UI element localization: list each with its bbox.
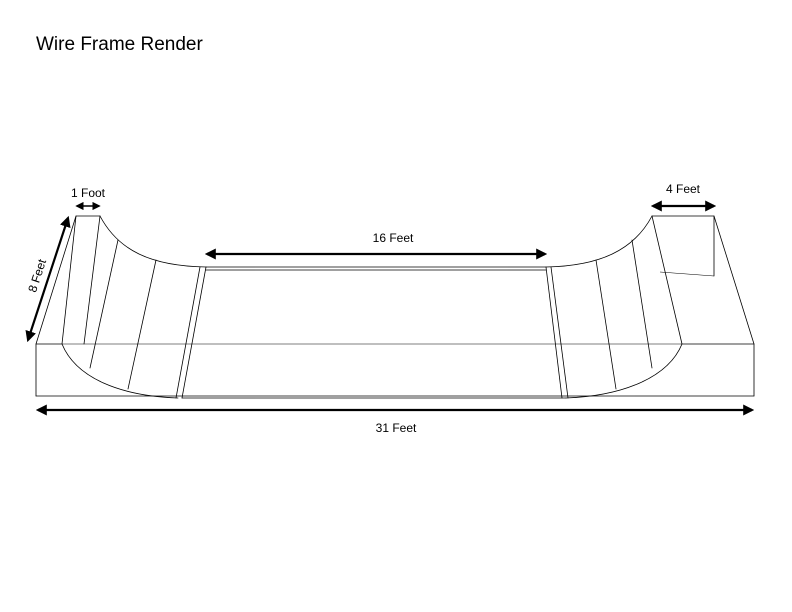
right-deck-front-vertical (651, 215, 683, 345)
deck-width-label: 1 Foot (71, 186, 106, 200)
ramp-depth-arrow (25, 215, 71, 343)
right-slat-3 (595, 259, 617, 390)
platform-label: 4 Feet (666, 182, 701, 196)
right-slat-2 (550, 266, 569, 399)
left-transition-front-curve (61, 343, 179, 399)
left-slat-3 (175, 266, 201, 399)
left-slat-1 (89, 239, 119, 369)
page-title: Wire Frame Render (36, 34, 203, 55)
left-slat-4 (181, 266, 207, 399)
half-pipe-ramp (35, 215, 755, 399)
right-slat-1 (545, 266, 563, 399)
right-transition-back-curve (545, 215, 653, 268)
left-transition-back-curve (99, 215, 207, 268)
total-length-label: 31 Feet (376, 421, 417, 435)
right-end-outline (651, 215, 755, 397)
left-end-outline (35, 215, 101, 397)
left-slat-2 (127, 259, 157, 390)
left-deck-back-vertical (61, 215, 77, 345)
right-transition-front-curve (565, 343, 683, 399)
right-deck-hidden-edge (659, 271, 715, 277)
flat-bottom-label: 16 Feet (373, 231, 414, 245)
dimension-annotations: 1 Foot 4 Feet 16 Feet 8 Feet 31 Feet (25, 182, 755, 435)
right-slat-4 (631, 239, 653, 369)
left-deck-front-vertical (83, 215, 101, 345)
